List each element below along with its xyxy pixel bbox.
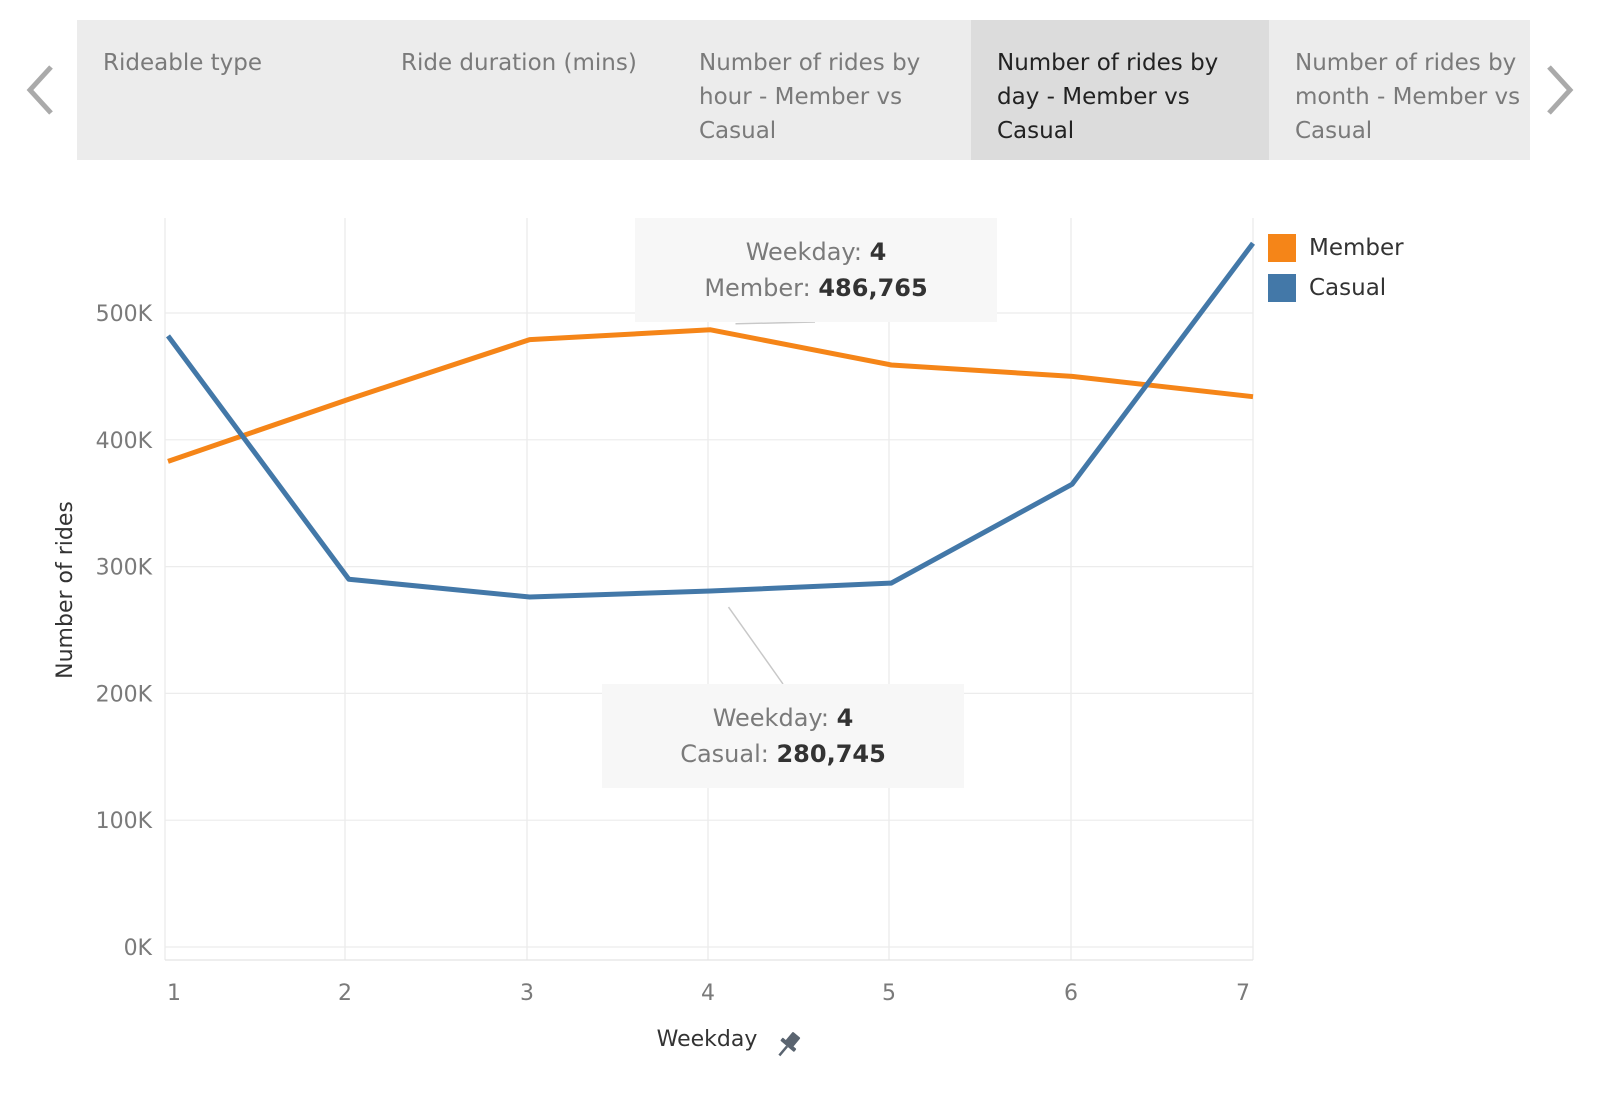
tab-rides-by-day[interactable]: Number of rides by day - Member vs Casua… bbox=[971, 20, 1271, 160]
tab-strip: Rideable type Ride duration (mins) Numbe… bbox=[77, 20, 1530, 160]
x-tick-label: 5 bbox=[882, 981, 896, 1006]
legend-swatch-member bbox=[1268, 234, 1296, 262]
y-tick-label: 100K bbox=[96, 809, 153, 834]
y-axis-title: Number of rides bbox=[53, 501, 78, 679]
tooltip-series-row: Member: 486,765 bbox=[635, 270, 997, 306]
tooltip-connector-casual bbox=[727, 606, 784, 685]
chevron-right-icon bbox=[1547, 65, 1574, 115]
tooltip-series-label: Casual: bbox=[680, 740, 769, 768]
x-axis-title: Weekday bbox=[657, 1027, 758, 1052]
legend-swatch-casual bbox=[1268, 274, 1296, 302]
y-axis-ticks: 0K 100K 200K 300K 400K 500K bbox=[96, 302, 153, 961]
y-tick-label: 500K bbox=[96, 302, 153, 327]
x-axis-ticks: 1 2 3 4 5 6 7 bbox=[167, 981, 1250, 1006]
legend-item-casual[interactable]: Casual bbox=[1268, 268, 1404, 308]
x-tick-label: 2 bbox=[338, 981, 352, 1006]
tab-ride-duration[interactable]: Ride duration (mins) bbox=[375, 20, 675, 160]
y-tick-label: 400K bbox=[96, 429, 153, 454]
tooltip-casual: Weekday: 4 Casual: 280,745 bbox=[602, 684, 964, 788]
tooltip-series-row: Casual: 280,745 bbox=[602, 736, 964, 772]
tooltip-weekday-value: 4 bbox=[836, 704, 854, 732]
y-tick-label: 0K bbox=[124, 936, 153, 961]
tooltip-connector-member bbox=[735, 321, 816, 325]
tooltip-weekday-label: Weekday: bbox=[745, 238, 862, 266]
tooltip-series-value: 486,765 bbox=[818, 274, 928, 302]
legend-label-casual: Casual bbox=[1309, 275, 1387, 301]
chevron-left-icon bbox=[26, 65, 53, 115]
tooltip-member: Weekday: 4 Member: 486,765 bbox=[635, 218, 997, 322]
horizontal-gridlines bbox=[165, 312, 1253, 961]
tab-rides-by-month[interactable]: Number of rides by month - Member vs Cas… bbox=[1269, 20, 1530, 160]
tooltip-connectors bbox=[727, 321, 816, 685]
tooltip-weekday-row: Weekday: 4 bbox=[602, 700, 964, 736]
legend: Member Casual bbox=[1268, 228, 1404, 308]
x-tick-label: 1 bbox=[167, 981, 181, 1006]
legend-item-member[interactable]: Member bbox=[1268, 228, 1404, 268]
next-tab-button[interactable] bbox=[1538, 52, 1582, 128]
x-tick-label: 7 bbox=[1236, 981, 1250, 1006]
series-line-member[interactable] bbox=[167, 327, 1254, 464]
tooltip-series-label: Member: bbox=[704, 274, 811, 302]
tooltip-weekday-value: 4 bbox=[869, 238, 887, 266]
tab-rideable-type[interactable]: Rideable type bbox=[77, 20, 377, 160]
pin-icon[interactable] bbox=[775, 1030, 803, 1060]
x-tick-label: 4 bbox=[701, 981, 715, 1006]
series-line-casual[interactable] bbox=[165, 241, 1255, 600]
prev-tab-button[interactable] bbox=[18, 52, 62, 128]
tooltip-weekday-label: Weekday: bbox=[712, 704, 829, 732]
tooltip-weekday-row: Weekday: 4 bbox=[635, 234, 997, 270]
legend-label-member: Member bbox=[1309, 235, 1404, 261]
tab-rides-by-hour[interactable]: Number of rides by hour - Member vs Casu… bbox=[673, 20, 973, 160]
x-tick-label: 6 bbox=[1064, 981, 1078, 1006]
y-tick-label: 200K bbox=[96, 682, 153, 707]
y-tick-label: 300K bbox=[96, 556, 153, 581]
series-lines bbox=[165, 241, 1255, 600]
tooltip-series-value: 280,745 bbox=[776, 740, 886, 768]
x-tick-label: 3 bbox=[520, 981, 534, 1006]
